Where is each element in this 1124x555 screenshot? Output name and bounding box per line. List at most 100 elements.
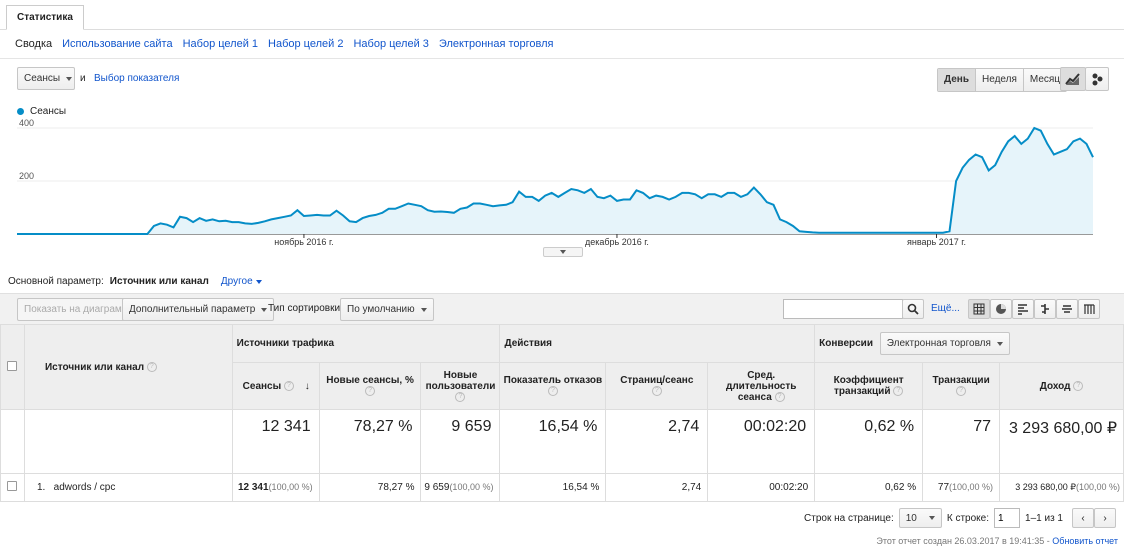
rows-per-page-dropdown[interactable]: 10	[898, 508, 942, 528]
row-checkbox[interactable]	[7, 481, 18, 491]
bar-view-icon[interactable]	[1012, 299, 1034, 319]
help-icon[interactable]: ?	[365, 386, 376, 397]
help-icon[interactable]: ?	[283, 380, 294, 391]
col-new-sessions[interactable]: Новые сеансы, %?	[318, 362, 422, 410]
chart-legend: Сеансы	[17, 106, 66, 117]
col-sessions[interactable]: Сеансы ? ↓	[231, 362, 320, 410]
help-icon[interactable]: ?	[146, 361, 157, 372]
period-week-button[interactable]: Неделя	[975, 69, 1023, 91]
chevron-down-icon	[560, 250, 566, 254]
col-avg-duration[interactable]: Сред. длительность сеанса ?	[707, 362, 816, 410]
col-pages-label: Страниц/сеанс	[620, 375, 694, 386]
col-transactions[interactable]: Транзакции?	[922, 362, 1001, 410]
motion-chart-icon[interactable]	[1085, 67, 1109, 91]
sort-value: По умолчанию	[347, 304, 415, 315]
col-new-users[interactable]: Новые пользователи?	[420, 362, 501, 410]
legend-label: Сеансы	[30, 106, 67, 117]
table-view-icon[interactable]	[968, 299, 990, 319]
goto-row-label: К строке:	[946, 512, 990, 524]
row-revenue: 3 293 680,00 ₽(100,00 %)	[999, 473, 1124, 502]
tab-statistics[interactable]: Статистика	[6, 5, 84, 30]
series-area	[17, 128, 1093, 234]
subtab-goal-set-2[interactable]: Набор целей 2	[268, 38, 344, 50]
choose-metric-link[interactable]: Выбор показателя	[94, 73, 180, 84]
group-conversions: Конверсии Электронная торговля	[814, 324, 1124, 363]
comparison-view-icon[interactable]	[1034, 299, 1056, 319]
row-select-cell	[0, 473, 25, 502]
dimension-other-link[interactable]: Другое	[220, 276, 253, 287]
more-link[interactable]: Ещё...	[931, 303, 960, 314]
row-transactions-value: 77	[937, 482, 950, 493]
help-icon[interactable]: ?	[651, 386, 662, 397]
help-icon[interactable]: ?	[1073, 380, 1084, 391]
totals-row: 12 341 78,27 % 9 659 16,54 % 2,74 00:02:…	[0, 409, 1124, 474]
page-range: 1–1 из 1	[1025, 512, 1063, 524]
col-conversion-rate[interactable]: Коэффициент транзакций ?	[814, 362, 924, 410]
help-icon[interactable]: ?	[956, 386, 967, 397]
data-table: Источник или канал ? Источники трафика Д…	[0, 324, 1124, 502]
secondary-dimension-label: Дополнительный параметр	[129, 304, 256, 315]
sessions-chart: 200 400 ноябрь 2016 г. декабрь 2016 г. январ…	[17, 118, 1094, 247]
row-source-link[interactable]: adwords / cpc	[53, 482, 116, 493]
subtab-goal-set-1[interactable]: Набор целей 1	[182, 38, 259, 50]
col-new-sessions-label: Новые сеансы, %	[326, 375, 414, 386]
rows-per-page-value: 10	[905, 512, 917, 524]
row-transactions: 77(100,00 %)	[922, 473, 1001, 502]
col-revenue-label: Доход	[1039, 380, 1071, 392]
report-created-text: Этот отчет создан 26.03.2017 в 19:41:35 …	[876, 536, 1050, 546]
subtab-site-usage[interactable]: Использование сайта	[62, 38, 173, 50]
select-all-checkbox[interactable]	[7, 360, 18, 371]
next-page-icon[interactable]: ›	[1094, 508, 1116, 528]
help-icon[interactable]: ?	[547, 386, 558, 397]
plot-rows-button[interactable]: Показать на диаграмме	[17, 298, 142, 321]
help-icon[interactable]: ?	[893, 386, 904, 397]
col-transactions-label: Транзакции	[932, 375, 990, 386]
search-icon[interactable]	[902, 299, 924, 319]
total-bounce: 16,54 %	[499, 409, 607, 474]
pivot-view-icon[interactable]	[1078, 299, 1100, 319]
col-sessions-label: Сеансы	[242, 380, 282, 392]
conversion-dropdown[interactable]: Электронная торговля	[879, 332, 1010, 355]
col-pages-per-session[interactable]: Страниц/сеанс?	[605, 362, 709, 410]
row-new-users-pct: (100,00 %)	[449, 482, 494, 492]
prev-page-icon[interactable]: ‹	[1072, 508, 1094, 528]
help-icon[interactable]: ?	[455, 391, 466, 402]
term-cloud-view-icon[interactable]	[1056, 299, 1078, 319]
col-revenue[interactable]: Доход ?	[999, 362, 1124, 410]
total-revenue: 3 293 680,00 ₽	[999, 409, 1124, 474]
subtab-goal-set-3[interactable]: Набор целей 3	[353, 38, 429, 50]
report-footer: Этот отчет создан 26.03.2017 в 19:41:35 …	[876, 536, 1118, 546]
total-sessions: 12 341	[231, 409, 320, 474]
x-tick-label: ноябрь 2016 г.	[274, 237, 333, 247]
goto-row-input[interactable]	[994, 508, 1021, 528]
help-icon[interactable]: ?	[774, 391, 785, 402]
row-bounce: 16,54 %	[499, 473, 607, 502]
subtab-summary[interactable]: Сводка	[15, 38, 53, 50]
total-new-users: 9 659	[420, 409, 501, 474]
sort-arrow-down-icon: ↓	[304, 380, 310, 392]
sort-dropdown[interactable]: По умолчанию	[340, 298, 434, 321]
col-bounce-rate[interactable]: Показатель отказов?	[499, 362, 607, 410]
chevron-down-icon	[261, 307, 268, 312]
dimension-value[interactable]: Источник или канал	[109, 276, 209, 287]
row-new-users: 9 659(100,00 %)	[420, 473, 501, 502]
secondary-dimension-dropdown[interactable]: Дополнительный параметр	[122, 298, 275, 321]
pie-view-icon[interactable]	[990, 299, 1012, 319]
refresh-report-link[interactable]: Обновить отчет	[1052, 536, 1118, 546]
col-new-users-label: Новые пользователи	[425, 369, 496, 392]
subtabs: Сводка Использование сайта Набор целей 1…	[15, 38, 553, 50]
period-month-button[interactable]: Месяц	[1022, 69, 1067, 91]
dimension-header[interactable]: Источник или канал ?	[23, 324, 233, 410]
chart-collapse-handle[interactable]	[543, 247, 583, 257]
table-search-input[interactable]	[783, 299, 903, 319]
subtab-ecommerce[interactable]: Электронная торговля	[438, 38, 554, 50]
line-chart-icon[interactable]	[1060, 67, 1086, 91]
metric-dropdown[interactable]: Сеансы	[17, 67, 75, 90]
dimension-row: Основной параметр: Источник или канал Др…	[8, 276, 262, 287]
row-sessions-value: 12 341	[237, 482, 269, 493]
period-day-button[interactable]: День	[938, 69, 975, 91]
metric-dropdown-value: Сеансы	[24, 73, 61, 84]
row-duration: 00:02:20	[707, 473, 816, 502]
conversion-dropdown-value: Электронная торговля	[886, 338, 991, 349]
table-toolbar: Показать на диаграмме Дополнительный пар…	[0, 293, 1124, 325]
